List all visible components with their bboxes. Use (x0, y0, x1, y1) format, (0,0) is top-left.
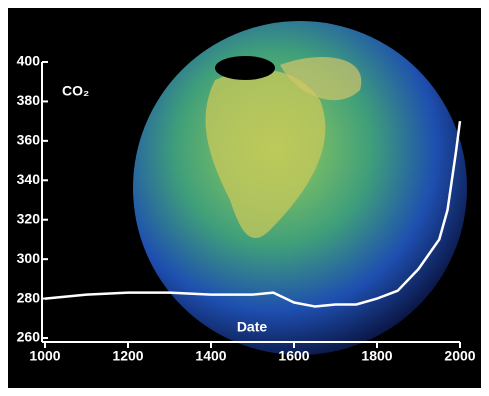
x-tick-label: 1200 (112, 348, 143, 364)
continent (205, 69, 326, 239)
co2-line (44, 120, 462, 308)
x-tick-label: 1000 (29, 348, 60, 364)
x-tick-label: 1400 (195, 348, 226, 364)
y-tick-label: 260 (17, 329, 41, 345)
y-tick-label: 300 (17, 250, 41, 266)
y-tick-label: 360 (17, 132, 41, 148)
y-tick-label: 320 (17, 210, 41, 226)
y-tick-label: 340 (17, 171, 41, 187)
y-tick-label: 280 (17, 289, 41, 305)
x-tick-label: 2000 (444, 348, 475, 364)
y-tick-label: 380 (17, 92, 41, 108)
x-tick-label: 1800 (361, 348, 392, 364)
polar-gap (215, 56, 275, 80)
y-axis-label: CO₂ (62, 83, 89, 99)
x-axis-label: Date (237, 319, 268, 335)
continent (280, 57, 362, 101)
x-tick-label: 1600 (278, 348, 309, 364)
y-tick-label: 400 (17, 53, 41, 69)
